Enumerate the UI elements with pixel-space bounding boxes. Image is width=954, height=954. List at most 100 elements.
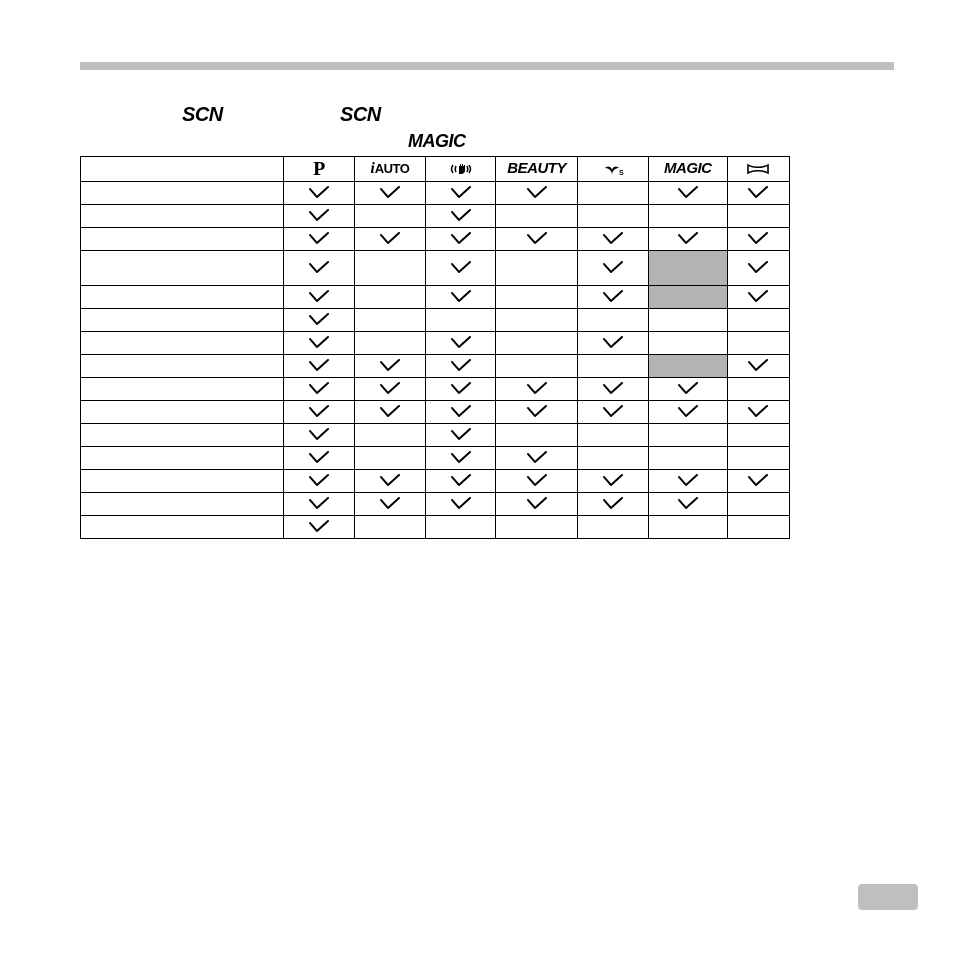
check-icon: [450, 428, 472, 442]
feature-table-wrap: PiAUTOBEAUTYSMAGIC: [80, 156, 790, 539]
table-cell: [648, 332, 727, 355]
table-row: [81, 251, 790, 286]
table-cell: [727, 470, 789, 493]
table-cell: [577, 332, 648, 355]
check-icon: [602, 382, 624, 396]
column-header-p: P: [284, 157, 355, 182]
check-icon: [747, 405, 769, 419]
check-icon: [526, 405, 548, 419]
table-cell: [577, 516, 648, 539]
scn-label-1: SCN: [182, 104, 223, 127]
table-cell: [727, 355, 789, 378]
table-cell: [648, 309, 727, 332]
table-row: [81, 378, 790, 401]
table-cell: [577, 401, 648, 424]
table-cell: [355, 401, 426, 424]
column-header-beauty: BEAUTY: [496, 157, 578, 182]
table-cell: [648, 378, 727, 401]
table-cell: [496, 516, 578, 539]
row-label: [81, 286, 284, 309]
check-icon: [677, 405, 699, 419]
table-cell: [284, 309, 355, 332]
column-header-macro: S: [577, 157, 648, 182]
table-cell: [648, 251, 727, 286]
super-macro-icon: S: [602, 161, 624, 177]
table-row: [81, 447, 790, 470]
table-cell: [577, 378, 648, 401]
table-cell: [577, 205, 648, 228]
check-icon: [450, 474, 472, 488]
check-icon: [677, 497, 699, 511]
table-cell: [727, 228, 789, 251]
check-icon: [677, 382, 699, 396]
table-cell: [425, 493, 496, 516]
check-icon: [379, 186, 401, 200]
check-icon: [526, 497, 548, 511]
check-icon: [308, 382, 330, 396]
table-cell: [577, 355, 648, 378]
table-cell: [425, 401, 496, 424]
table-cell: [355, 378, 426, 401]
table-cell: [284, 401, 355, 424]
table-row: [81, 286, 790, 309]
table-cell: [648, 205, 727, 228]
table-cell: [284, 470, 355, 493]
check-icon: [308, 497, 330, 511]
check-icon: [379, 474, 401, 488]
table-row: [81, 332, 790, 355]
check-icon: [308, 359, 330, 373]
table-cell: [727, 493, 789, 516]
table-cell: [425, 516, 496, 539]
table-row: [81, 516, 790, 539]
check-icon: [602, 405, 624, 419]
row-label: [81, 401, 284, 424]
check-icon: [526, 232, 548, 246]
table-row: [81, 401, 790, 424]
table-row: [81, 470, 790, 493]
check-icon: [450, 186, 472, 200]
table-row: [81, 182, 790, 205]
table-cell: [648, 228, 727, 251]
check-icon: [677, 474, 699, 488]
check-icon: [602, 336, 624, 350]
table-cell: [425, 205, 496, 228]
table-cell: [355, 332, 426, 355]
table-cell: [496, 309, 578, 332]
table-cell: [648, 355, 727, 378]
check-icon: [450, 359, 472, 373]
table-cell: [355, 286, 426, 309]
column-header-iauto: iAUTO: [355, 157, 426, 182]
table-cell: [355, 182, 426, 205]
check-icon: [308, 474, 330, 488]
check-icon: [450, 261, 472, 275]
table-cell: [727, 309, 789, 332]
table-cell: [284, 205, 355, 228]
feature-table: PiAUTOBEAUTYSMAGIC: [80, 156, 790, 539]
table-cell: [355, 309, 426, 332]
top-rule: [80, 62, 894, 70]
table-cell: [284, 228, 355, 251]
table-cell: [577, 228, 648, 251]
table-cell: [355, 205, 426, 228]
table-cell: [577, 470, 648, 493]
table-cell: [425, 286, 496, 309]
table-cell: [355, 228, 426, 251]
check-icon: [450, 405, 472, 419]
table-cell: [425, 378, 496, 401]
table-cell: [648, 424, 727, 447]
row-label: [81, 355, 284, 378]
scn-label-2: SCN: [340, 104, 381, 127]
table-cell: [648, 286, 727, 309]
check-icon: [747, 261, 769, 275]
table-row: [81, 228, 790, 251]
table-cell: [355, 493, 426, 516]
table-cell: [496, 228, 578, 251]
row-label: [81, 182, 284, 205]
check-icon: [450, 382, 472, 396]
table-cell: [425, 228, 496, 251]
table-cell: [425, 355, 496, 378]
table-cell: [496, 470, 578, 493]
check-icon: [602, 290, 624, 304]
check-icon: [747, 186, 769, 200]
check-icon: [747, 232, 769, 246]
